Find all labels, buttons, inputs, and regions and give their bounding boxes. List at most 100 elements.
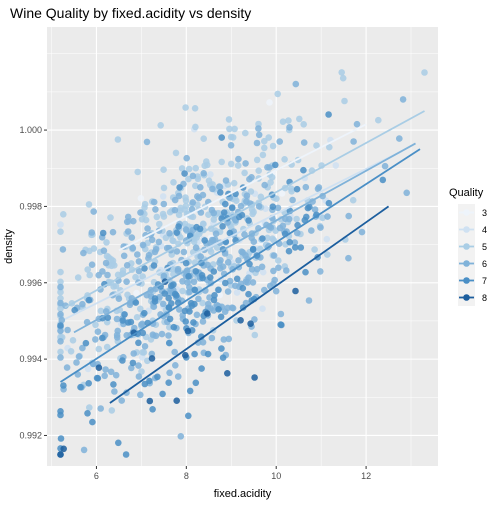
scatter-point: [245, 217, 252, 224]
scatter-point: [193, 311, 201, 319]
scatter-point: [145, 254, 152, 262]
scatter-point: [132, 299, 140, 306]
scatter-point: [323, 235, 331, 243]
scatter-point: [177, 433, 185, 440]
scatter-point: [165, 379, 172, 387]
scatter-point: [57, 435, 65, 442]
scatter-point: [171, 206, 179, 214]
scatter-point: [185, 165, 193, 173]
scatter-point: [138, 321, 145, 329]
scatter-point: [226, 229, 234, 237]
scatter-point: [160, 200, 168, 208]
scatter-point: [129, 244, 137, 252]
scatter-point: [57, 327, 64, 335]
scatter-point: [199, 299, 206, 307]
scatter-point: [160, 272, 168, 280]
scatter-point: [165, 294, 172, 302]
scatter-point: [73, 359, 80, 366]
scatter-point: [200, 220, 207, 228]
scatter-point: [396, 135, 403, 142]
scatter-point: [345, 212, 353, 220]
scatter-point: [255, 131, 263, 139]
scatter-point: [200, 135, 207, 142]
scatter-point: [141, 343, 149, 350]
scatter-point: [192, 123, 199, 131]
y-tick-label: 0.994: [19, 354, 42, 364]
scatter-point: [204, 310, 211, 317]
scatter-point: [141, 309, 148, 317]
scatter-point: [187, 299, 195, 307]
scatter-point: [222, 177, 230, 184]
scatter-point: [300, 121, 308, 128]
scatter-point: [173, 397, 180, 405]
scatter-point: [140, 349, 148, 356]
scatter-point: [275, 257, 282, 264]
scatter-point: [224, 288, 232, 295]
scatter-point: [191, 105, 199, 112]
scatter-point: [189, 172, 197, 180]
scatter-point: [80, 249, 87, 257]
scatter-point: [163, 244, 171, 252]
scatter-point: [293, 185, 301, 193]
scatter-point: [306, 203, 313, 211]
scatter-point: [204, 350, 212, 358]
scatter-point: [178, 165, 186, 172]
legend-label: 7: [482, 276, 487, 286]
scatter-point: [185, 412, 192, 420]
scatter-point: [150, 262, 158, 269]
scatter-point: [248, 234, 255, 242]
scatter-point: [227, 142, 235, 149]
scatter-point: [166, 369, 173, 377]
scatter-point: [315, 184, 323, 191]
scatter-point: [166, 339, 173, 347]
scatter-point: [182, 104, 189, 111]
scatter-point: [192, 244, 200, 251]
legend: Quality 3 4 5 6 7 8: [449, 187, 487, 306]
scatter-point: [150, 303, 158, 311]
scatter-point: [403, 189, 411, 197]
scatter-point: [311, 246, 318, 253]
legend-item-8: 8: [458, 289, 487, 306]
scatter-point: [59, 246, 67, 253]
scatter-point: [174, 373, 182, 380]
scatter-point: [225, 116, 233, 123]
scatter-point: [274, 90, 282, 98]
scatter-point: [215, 286, 222, 294]
scatter-point: [325, 199, 333, 207]
scatter-point: [99, 334, 106, 342]
scatter-point: [102, 259, 110, 267]
scatter-point: [237, 317, 244, 324]
scatter-point: [155, 238, 163, 246]
scatter-point: [138, 368, 145, 375]
scatter-point: [242, 278, 250, 286]
scatter-point: [186, 387, 194, 395]
scatter-point: [179, 287, 186, 295]
scatter-point: [275, 264, 282, 272]
scatter-point: [283, 267, 290, 274]
scatter-point: [219, 263, 227, 271]
scatter-point: [151, 295, 159, 302]
scatter-point: [160, 213, 168, 220]
scatter-point: [341, 97, 348, 105]
scatter-point: [69, 337, 77, 344]
scatter-point: [220, 336, 228, 343]
legend-label: 4: [482, 225, 487, 235]
scatter-point: [181, 220, 189, 228]
scatter-point: [175, 223, 182, 230]
scatter-point: [338, 69, 346, 76]
scatter-point: [130, 217, 137, 225]
scatter-point: [243, 192, 251, 199]
scatter-point: [231, 125, 238, 133]
scatter-point: [302, 183, 310, 191]
scatter-point: [195, 194, 203, 202]
scatter-point: [285, 117, 292, 124]
y-tick-label: 0.992: [19, 430, 42, 440]
scatter-point: [63, 364, 71, 371]
scatter-point: [270, 267, 277, 275]
scatter-point: [292, 287, 299, 295]
scatter-point: [153, 213, 161, 221]
y-tick-label: 1.000: [19, 125, 42, 135]
scatter-point: [192, 268, 200, 275]
scatter-point: [135, 258, 143, 265]
